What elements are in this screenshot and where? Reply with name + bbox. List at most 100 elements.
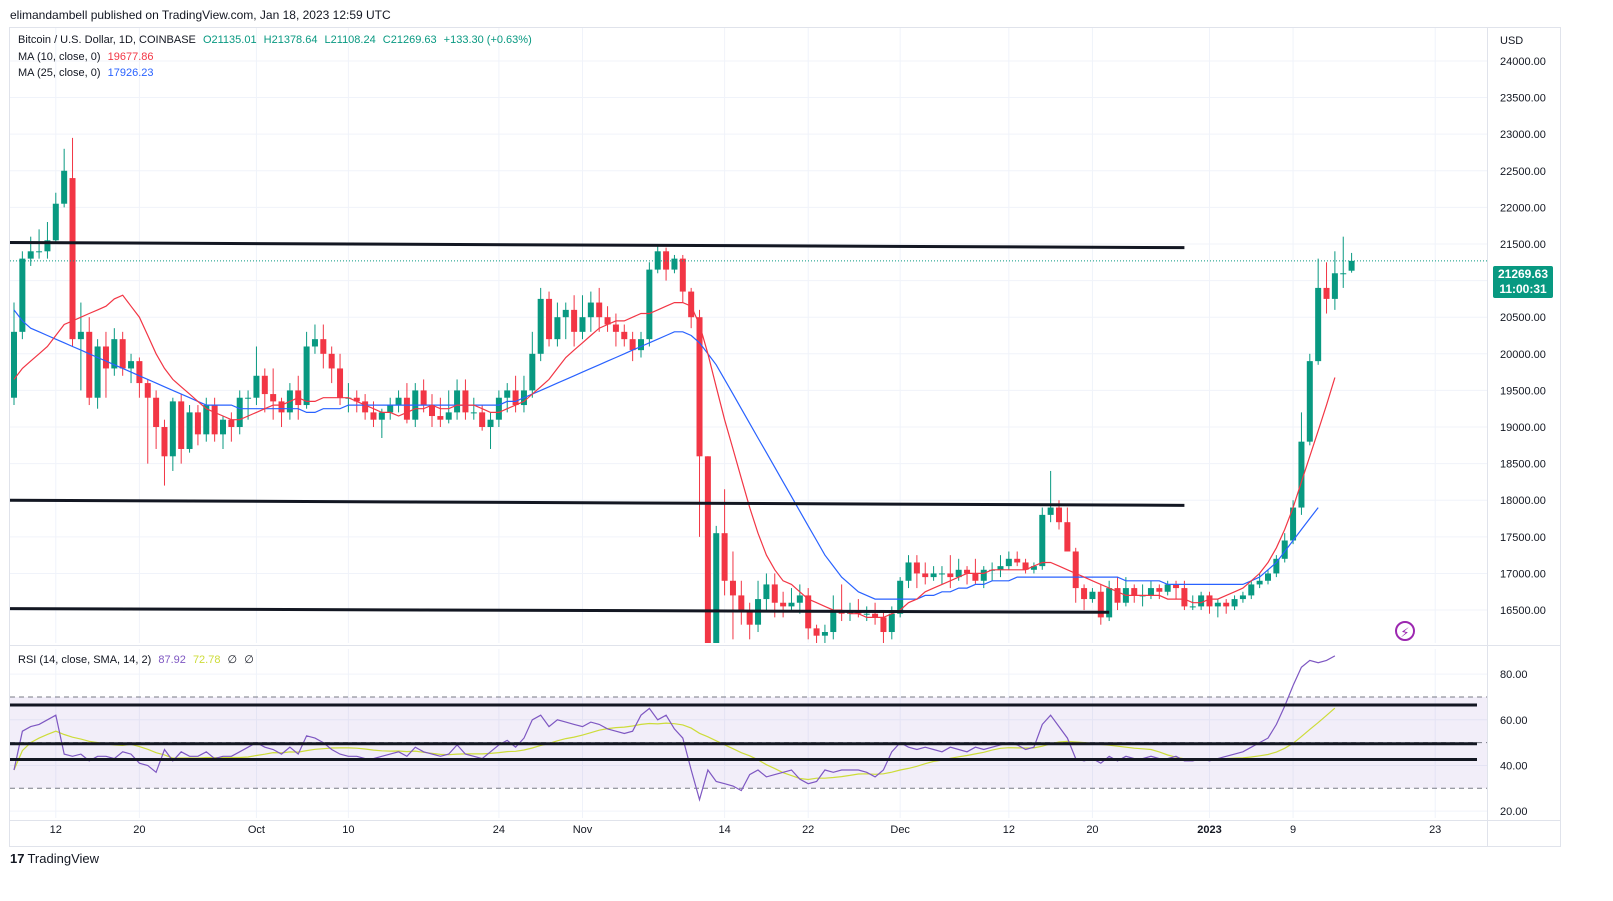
candle-body: [1214, 602, 1221, 607]
candle-body: [161, 427, 168, 457]
ma10-line: [13, 294, 1336, 619]
candle-body: [654, 251, 661, 270]
candle-body: [1231, 599, 1238, 607]
candle-body: [370, 412, 377, 420]
candle-body: [186, 412, 193, 449]
candle-body: [320, 339, 327, 354]
symbol-name[interactable]: Bitcoin / U.S. Dollar, 1D, COINBASE: [18, 34, 196, 46]
candle-body: [1106, 588, 1113, 618]
time-axis-tick: 20: [1086, 824, 1098, 836]
candle-body: [696, 317, 703, 457]
rsi-axis-tick: 60.00: [1500, 715, 1528, 727]
time-axis-tick: 23: [1429, 824, 1441, 836]
candle-body: [872, 613, 879, 618]
candle-body: [771, 584, 778, 603]
candle-body: [454, 390, 461, 413]
candle-body: [1198, 595, 1205, 607]
rsi-axis-tick: 20.00: [1500, 806, 1528, 818]
tradingview-logo[interactable]: 17 TradingView: [10, 851, 99, 866]
time-axis-tick: 22: [802, 824, 814, 836]
candle-body: [44, 240, 51, 252]
candle-body: [1323, 287, 1330, 299]
candle-body: [679, 258, 686, 292]
candle-body: [571, 309, 578, 332]
candle-body: [311, 339, 318, 347]
candle-body: [19, 258, 26, 332]
candle-body: [462, 390, 469, 413]
candle-body: [1239, 595, 1246, 600]
candle-body: [52, 203, 59, 241]
time-axis-tick: Oct: [248, 824, 265, 836]
rsi-value: 87.92: [158, 654, 186, 666]
ma10-legend[interactable]: MA (10, close, 0) 19677.86: [18, 51, 158, 63]
last-price-value: 21269.63: [1497, 267, 1549, 281]
candle-body: [587, 302, 594, 318]
ma25-legend[interactable]: MA (25, close, 0) 17926.23: [18, 67, 158, 79]
rsi-legend[interactable]: RSI (14, close, SMA, 14, 2) 87.92 72.78 …: [18, 653, 258, 666]
candle-body: [880, 617, 887, 633]
candle-body: [1306, 361, 1313, 442]
symbol-legend[interactable]: Bitcoin / U.S. Dollar, 1D, COINBASE O211…: [18, 34, 536, 46]
candle-body: [964, 569, 971, 574]
rsi-sma-line: [13, 707, 1336, 781]
candle-body: [211, 405, 218, 435]
horizontal-level-line: [9, 607, 1110, 614]
candle-body: [395, 397, 402, 406]
candle-body: [1340, 273, 1347, 275]
candle-body: [813, 628, 820, 636]
candle-body: [470, 412, 477, 414]
candle-body: [930, 573, 937, 578]
candle-body: [1181, 588, 1188, 607]
horizontal-level-line: [9, 241, 1185, 250]
price-axis-tick: 23500.00: [1500, 93, 1546, 105]
candle-body: [821, 632, 828, 636]
candle-body: [11, 331, 17, 398]
time-axis-tick: 12: [50, 824, 62, 836]
candle-body: [69, 178, 76, 340]
candle-body: [713, 533, 720, 643]
price-axis-tick: 24000.00: [1500, 56, 1546, 68]
candle-body: [1331, 273, 1338, 299]
candle-body: [445, 412, 452, 420]
price-axis-tick: 21500.00: [1500, 239, 1546, 251]
candle-body: [704, 456, 711, 643]
time-axis-tick: 24: [493, 824, 505, 836]
candle-body: [780, 602, 787, 607]
candle-body: [1064, 522, 1071, 552]
lightning-bolt-icon[interactable]: ⚡: [1395, 621, 1415, 641]
candle-body: [61, 170, 68, 204]
candle-body: [1022, 562, 1029, 570]
candle-body: [1298, 441, 1305, 508]
candle-body: [1056, 507, 1062, 523]
price-axis-tick: 17500.00: [1500, 532, 1546, 544]
time-axis-tick: 20: [133, 824, 145, 836]
candle-body: [378, 412, 385, 420]
candle-body: [1189, 606, 1196, 608]
price-axis-tick: 20000.00: [1500, 349, 1546, 361]
candle-body: [387, 405, 394, 413]
candle-body: [1081, 588, 1088, 600]
candle-body: [194, 412, 201, 435]
horizontal-level-line: [9, 498, 1185, 507]
candle-body: [270, 394, 277, 402]
candle-body: [1290, 507, 1297, 541]
candle-body: [980, 569, 987, 581]
price-axis-tick: 19000.00: [1500, 422, 1546, 434]
candle-body: [1156, 588, 1163, 592]
tradingview-brand: TradingView: [27, 851, 100, 866]
candle-body: [738, 595, 745, 611]
time-axis-tick: 9: [1290, 824, 1296, 836]
candle-body: [136, 361, 143, 384]
candle-body: [1030, 566, 1037, 570]
candle-body: [688, 291, 695, 318]
chart-frame: [9, 27, 1561, 847]
candle-body: [102, 346, 109, 369]
candle-body: [362, 401, 369, 413]
candle-body: [796, 595, 803, 603]
publisher-line: elimandambell published on TradingView.c…: [10, 8, 391, 22]
candle-body: [1265, 573, 1271, 581]
candle-body: [1097, 591, 1104, 618]
candle-body: [1206, 595, 1213, 607]
candle-body: [429, 405, 435, 417]
